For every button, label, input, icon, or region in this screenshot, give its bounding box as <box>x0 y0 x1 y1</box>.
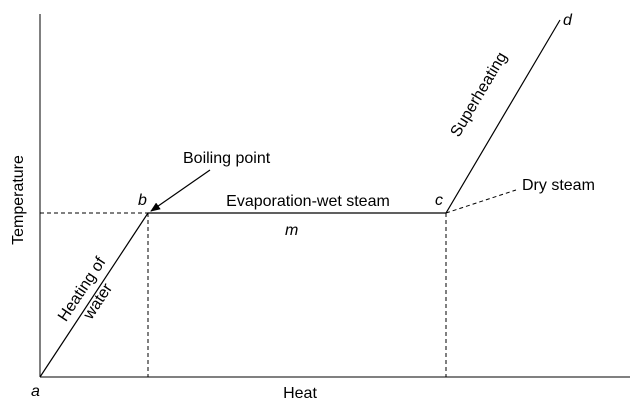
point-label: c <box>435 192 443 209</box>
point-label: m <box>285 222 298 239</box>
boiling-arrow <box>150 169 211 212</box>
point-label: a <box>31 383 40 400</box>
dry-steam-leader <box>445 189 517 214</box>
annotation: Boiling point <box>183 150 271 167</box>
process-line <box>39 19 561 378</box>
annotation: Dry steam <box>522 177 595 194</box>
point-label: b <box>138 192 147 209</box>
y-axis-label: Temperature <box>10 155 27 245</box>
point-label: d <box>563 12 573 29</box>
annotation: Superheating <box>448 49 511 140</box>
x-axis-label: Heat <box>283 385 317 402</box>
annotation: Evaporation-wet steam <box>226 193 390 210</box>
